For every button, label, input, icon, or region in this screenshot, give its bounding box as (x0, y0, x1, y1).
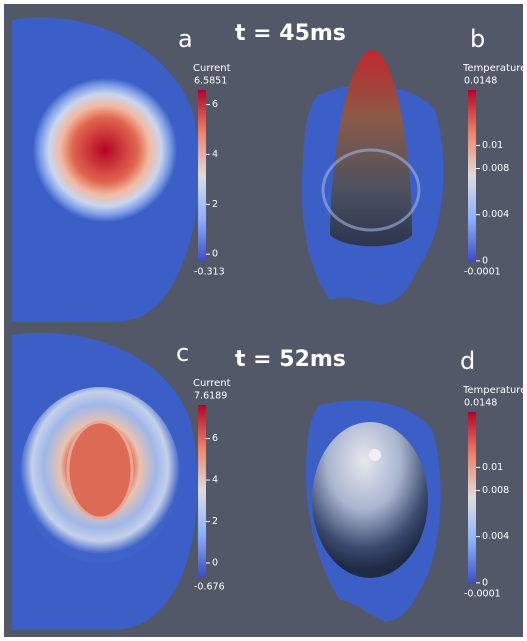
temperature-peak (330, 50, 412, 247)
dome-top (369, 449, 381, 461)
colorbar-max: 0.0148 (464, 398, 497, 409)
time-label: t = 45ms (235, 21, 346, 46)
colorbar-tick-label: 6 (212, 433, 218, 444)
panel-label: c (176, 339, 189, 367)
colorbar-max: 7.6189 (194, 391, 227, 402)
colorbar-tick-label: 2 (212, 199, 218, 210)
current-core (66, 420, 134, 520)
colorbar-tick-label: 0.008 (482, 485, 509, 496)
colorbar-min: -0.0001 (464, 267, 501, 278)
contour (321, 148, 421, 232)
colorbar-tick-label: 0.004 (482, 531, 509, 542)
colorbar-tick-label: 0.01 (482, 462, 503, 473)
colorbar-min: -0.676 (194, 582, 225, 593)
colorbar-tick-label: 0.01 (482, 140, 503, 151)
colorbar (468, 412, 476, 584)
colorbar-tick-label: 2 (212, 516, 218, 527)
colorbar-tick-label: 0 (482, 255, 488, 266)
colorbar-tick-label: 0 (212, 249, 218, 260)
current-profile (33, 78, 177, 222)
colorbar-tick-label: 6 (212, 99, 218, 110)
colorbar-tick-label: 0 (482, 577, 488, 588)
colorbar-tick-label: 0.008 (482, 163, 509, 174)
colorbar-min: -0.0001 (464, 589, 501, 600)
colorbar-max: 6.5851 (194, 76, 227, 87)
colorbar (468, 90, 476, 262)
time-label: t = 52ms (235, 347, 346, 372)
colorbar-title: Temperature (462, 385, 526, 396)
colorbar-title: Current (193, 378, 231, 389)
colorbar-tick-label: 4 (212, 475, 218, 486)
colorbar-tick-label: 0 (212, 557, 218, 568)
panel-label: a (178, 25, 193, 53)
colorbar (198, 90, 206, 262)
panel-label: d (460, 347, 475, 375)
colorbar-title: Current (193, 63, 231, 74)
panel-label: b (470, 25, 485, 53)
temperature-dome (312, 422, 428, 578)
colorbar (198, 405, 206, 577)
colorbar-min: -0.313 (194, 267, 225, 278)
colorbar-title: Temperature (462, 63, 526, 74)
colorbar-tick-label: 4 (212, 149, 218, 160)
colorbar-max: 0.0148 (464, 76, 497, 87)
colorbar-tick-label: 0.004 (482, 209, 509, 220)
